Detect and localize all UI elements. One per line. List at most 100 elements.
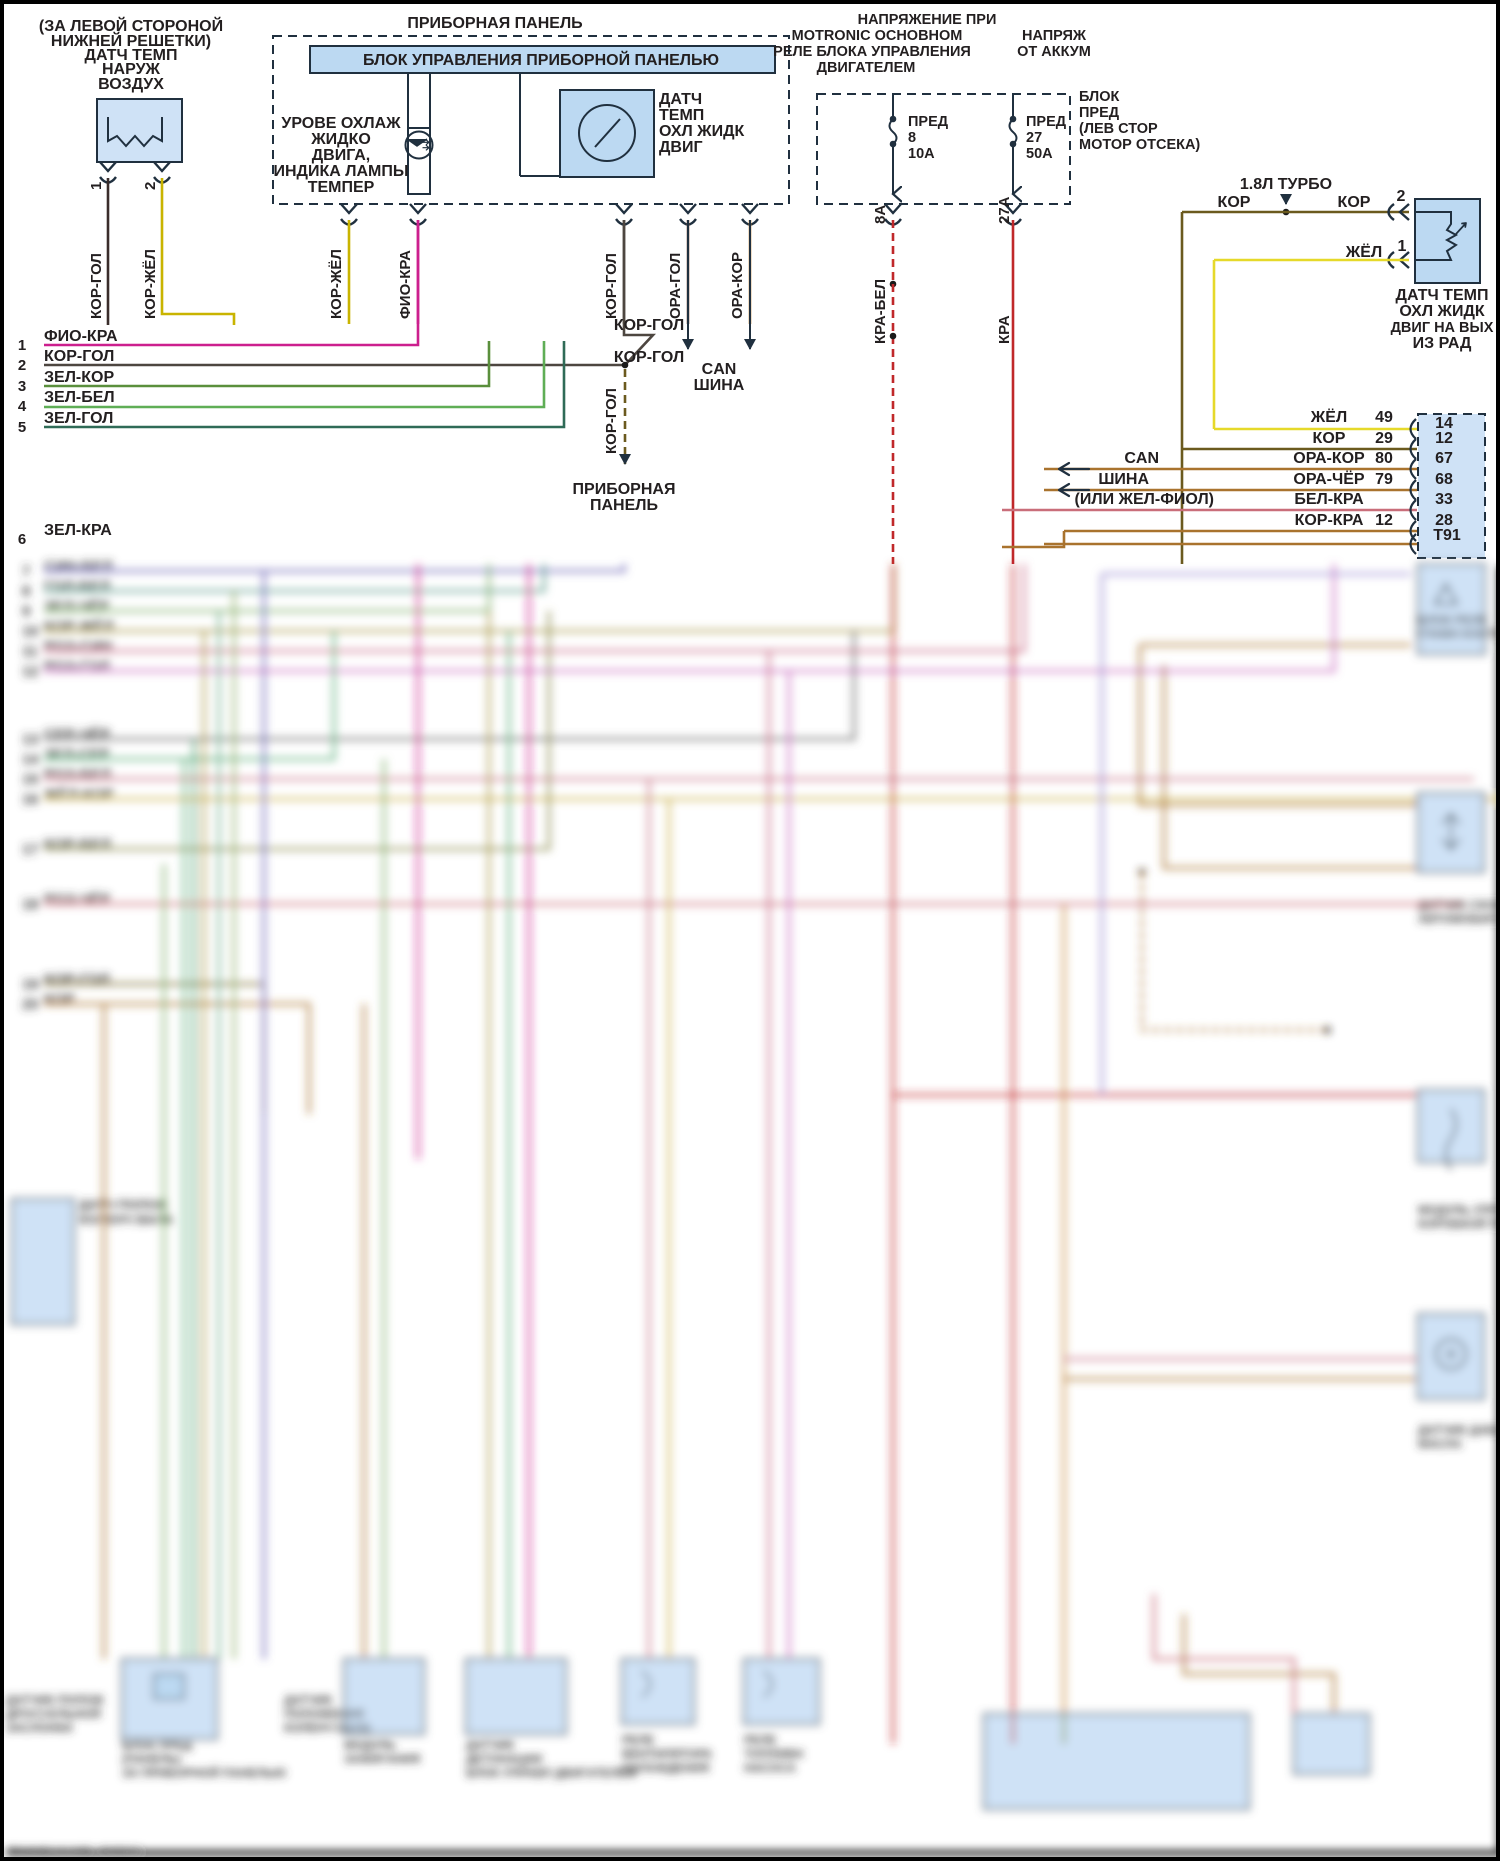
svg-text:КОР-ГОЛ: КОР-ГОЛ	[44, 348, 114, 365]
svg-text:ДВИГАТЕЛЕМ: ДВИГАТЕЛЕМ	[817, 60, 916, 76]
svg-text:ПРИБОРНАЯ: ПРИБОРНАЯ	[573, 481, 676, 498]
svg-text:РЕЛЕ: РЕЛЕ	[744, 1733, 776, 1747]
svg-text:НАПРЯЖ: НАПРЯЖ	[1022, 28, 1087, 44]
svg-text:ЖЁЛ-КОР: ЖЁЛ-КОР	[43, 786, 114, 803]
svg-text:MOTRONIC ОСНОВНОМ: MOTRONIC ОСНОВНОМ	[792, 28, 963, 44]
svg-text:ОРА-ГОЛ: ОРА-ГОЛ	[667, 253, 684, 319]
svg-text:7: 7	[22, 563, 30, 580]
svg-text:КОР-ЖЁЛ: КОР-ЖЁЛ	[44, 618, 114, 635]
svg-text:ЗА ПРИБОРНОЙ ПАНЕЛЬЮ: ЗА ПРИБОРНОЙ ПАНЕЛЬЮ	[122, 1765, 286, 1780]
svg-text:ОХЛАЖДЕНИЯ: ОХЛАЖДЕНИЯ	[622, 1761, 709, 1775]
svg-text:8: 8	[908, 130, 916, 146]
svg-text:ДАТЧ ПОЛОЖ: ДАТЧ ПОЛОЖ	[79, 1197, 168, 1212]
svg-text:КОР-ГОЛ: КОР-ГОЛ	[88, 253, 105, 319]
svg-text:ДАТЧИК СКОРОСТИ: ДАТЧИК СКОРОСТИ	[1418, 898, 1496, 912]
svg-text:ДВИГА,: ДВИГА,	[312, 147, 371, 164]
svg-text:(ЛЕВ СТОР: (ЛЕВ СТОР	[1079, 121, 1158, 137]
svg-text:КОР-КРА: КОР-КРА	[1295, 512, 1364, 529]
svg-text:МОДУЛЬ: МОДУЛЬ	[344, 1738, 396, 1752]
svg-text:ГЛАВН КОНТР: ГЛАВН КОНТР	[1418, 627, 1496, 641]
svg-text:ЗАСЛОНКИ: ЗАСЛОНКИ	[6, 1721, 73, 1735]
svg-text:КОЛЕНЧ ВАЛА: КОЛЕНЧ ВАЛА	[284, 1721, 372, 1735]
svg-text:ЖЁЛ: ЖЁЛ	[1345, 243, 1382, 261]
svg-text:РЕЛЕ: РЕЛЕ	[622, 1733, 654, 1747]
svg-text:20: 20	[22, 996, 39, 1013]
svg-text:ДВИГ НА ВЫХ: ДВИГ НА ВЫХ	[1391, 320, 1494, 336]
svg-text:79: 79	[1375, 471, 1393, 488]
svg-text:8: 8	[22, 583, 30, 600]
svg-text:ФИО-КРА: ФИО-КРА	[397, 250, 414, 319]
svg-text:12: 12	[1435, 430, 1453, 447]
svg-text:12: 12	[1375, 512, 1393, 529]
svg-text:17: 17	[22, 841, 39, 858]
svg-text:ДВИГ: ДВИГ	[659, 139, 703, 156]
svg-text:ЖИДКО: ЖИДКО	[310, 131, 371, 148]
svg-text:РЕЛЕ БЛОКА УПРАВЛЕНИЯ: РЕЛЕ БЛОКА УПРАВЛЕНИЯ	[773, 44, 971, 60]
svg-text:РОЗ-ЧЁР: РОЗ-ЧЁР	[44, 891, 110, 908]
svg-text:ПРИМЕЧАНИЕ: СХЕМА: ПРИМЕЧАНИЕ: СХЕМА	[6, 1845, 142, 1857]
svg-text:1: 1	[1398, 238, 1407, 255]
svg-text:4: 4	[18, 398, 27, 415]
svg-text:БЛОК УПРАВЛ ДВИГАТЕЛЕМ: БЛОК УПРАВЛ ДВИГАТЕЛЕМ	[466, 1766, 636, 1780]
svg-text:БЕЛ-КРА: БЕЛ-КРА	[1294, 491, 1364, 508]
svg-text:КОР: КОР	[44, 991, 75, 1008]
svg-text:КОР-ЖЁЛ: КОР-ЖЁЛ	[142, 249, 159, 319]
svg-text:КОЛЕНЧ ВАЛА: КОЛЕНЧ ВАЛА	[79, 1212, 174, 1227]
svg-text:ЖЁЛ: ЖЁЛ	[1310, 408, 1347, 426]
svg-text:АВТОМОБИЛЯ: АВТОМОБИЛЯ	[1418, 912, 1496, 926]
svg-text:БЛОК: БЛОК	[1079, 89, 1120, 105]
svg-text:3: 3	[18, 378, 26, 395]
svg-text:ТЕМПЕР: ТЕМПЕР	[308, 179, 375, 196]
svg-text:ОТ АККУМ: ОТ АККУМ	[1017, 44, 1091, 60]
svg-text:ОРА-КОР: ОРА-КОР	[729, 252, 746, 319]
svg-text:МОТОР ОТСЕКА): МОТОР ОТСЕКА)	[1079, 137, 1200, 153]
svg-text:(ИЛИ ЖЕЛ-ФИОЛ): (ИЛИ ЖЕЛ-ФИОЛ)	[1075, 491, 1214, 508]
svg-text:ИЗ РАД: ИЗ РАД	[1413, 335, 1472, 352]
svg-text:КОРОБКОЙ ПЕРЕД: КОРОБКОЙ ПЕРЕД	[1418, 1216, 1496, 1231]
svg-text:УРОВЕ ОХЛАЖ: УРОВЕ ОХЛАЖ	[281, 115, 401, 132]
svg-text:29: 29	[1375, 430, 1393, 447]
svg-text:ТОПЛИВН: ТОПЛИВН	[744, 1747, 803, 1761]
svg-text:ПРЕД: ПРЕД	[1079, 105, 1120, 121]
svg-text:16: 16	[22, 791, 39, 808]
svg-text:ДЕТОНАЦИИ: ДЕТОНАЦИИ	[466, 1752, 542, 1766]
svg-text:МАСЛА: МАСЛА	[1418, 1437, 1462, 1451]
svg-text:РОЗ-БЕЛ: РОЗ-БЕЛ	[44, 766, 111, 783]
svg-text:ЗЕЛ-БЕЛ: ЗЕЛ-БЕЛ	[44, 389, 115, 406]
svg-text:КОР: КОР	[1218, 194, 1251, 211]
svg-text:9: 9	[22, 603, 30, 620]
svg-text:13: 13	[22, 731, 39, 748]
svg-text:КРА: КРА	[996, 315, 1013, 344]
svg-text:14: 14	[22, 751, 39, 768]
svg-text:ДАТЧ ТЕМП: ДАТЧ ТЕМП	[1396, 287, 1489, 304]
svg-text:10: 10	[22, 623, 39, 640]
svg-text:80: 80	[1375, 450, 1393, 467]
svg-text:КОР-ГОЛ: КОР-ГОЛ	[603, 253, 620, 319]
svg-text:ОХЛ ЖИДК: ОХЛ ЖИДК	[1399, 303, 1485, 320]
svg-text:11: 11	[22, 643, 38, 660]
svg-text:ГОЛ-БЕЛ: ГОЛ-БЕЛ	[44, 578, 110, 595]
svg-text:ДАТЧИК ПОЛОЖ: ДАТЧИК ПОЛОЖ	[6, 1693, 104, 1707]
svg-text:ОРА-КОР: ОРА-КОР	[1293, 450, 1365, 467]
svg-text:ВЕНТИЛЯТОРА: ВЕНТИЛЯТОРА	[622, 1747, 713, 1761]
svg-text:ВОЗДУХ: ВОЗДУХ	[98, 76, 164, 93]
svg-text:ШИНА: ШИНА	[694, 377, 745, 394]
svg-text:ИНДИКА ЛАМПЫ: ИНДИКА ЛАМПЫ	[274, 163, 409, 180]
svg-text:ПРИБОРНАЯ ПАНЕЛЬ: ПРИБОРНАЯ ПАНЕЛЬ	[407, 15, 582, 32]
svg-text:КОР-БЕЛ: КОР-БЕЛ	[44, 836, 111, 853]
svg-text:(ПАНЕЛЬ): (ПАНЕЛЬ)	[122, 1752, 181, 1766]
svg-text:49: 49	[1375, 409, 1393, 426]
svg-text:КОР-ГОЛ: КОР-ГОЛ	[614, 317, 684, 334]
svg-text:ОРА-ЧЁР: ОРА-ЧЁР	[1293, 470, 1365, 488]
svg-text:НАПРЯЖЕНИЕ ПРИ: НАПРЯЖЕНИЕ ПРИ	[858, 12, 997, 28]
svg-text:6: 6	[18, 531, 26, 548]
svg-text:КРА-БЕЛ: КРА-БЕЛ	[872, 279, 889, 344]
svg-text:БЛОК РЕЛЕ: БЛОК РЕЛЕ	[1418, 613, 1487, 627]
svg-text:ЗЕЛ-КРА: ЗЕЛ-КРА	[44, 522, 112, 539]
svg-text:ДАТЧ: ДАТЧ	[659, 91, 702, 108]
svg-text:ЗЕЛ-КОР: ЗЕЛ-КОР	[44, 369, 114, 386]
svg-text:2: 2	[142, 182, 159, 190]
svg-text:27: 27	[1026, 130, 1042, 146]
svg-text:КОР-ГОЛ: КОР-ГОЛ	[603, 388, 620, 454]
svg-text:КОР: КОР	[1313, 430, 1346, 447]
